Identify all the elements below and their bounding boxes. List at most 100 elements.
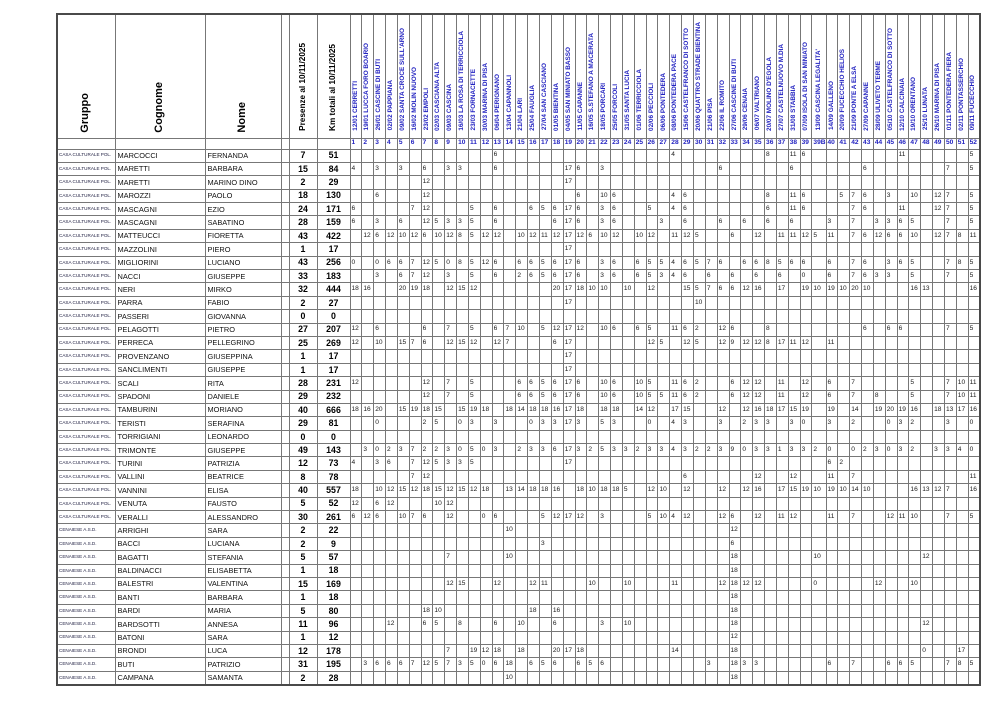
km-value-cell (967, 335, 981, 351)
km-value-cell (527, 349, 540, 364)
km-value-cell: 12 (479, 643, 493, 659)
spacer-cell (280, 362, 290, 378)
km-value-cell (396, 362, 410, 378)
km-value-cell (598, 309, 612, 324)
km-value-cell (943, 670, 957, 686)
km-value-cell (837, 376, 851, 391)
km-value-cell (657, 148, 671, 163)
km-value-cell (669, 617, 683, 632)
km-value-cell: 7 (704, 255, 718, 271)
km-value-cell (420, 349, 434, 364)
km-value-cell (610, 563, 623, 579)
km-value-cell: 3 (610, 443, 623, 458)
km-value-cell (932, 242, 945, 257)
km-value-cell (837, 228, 851, 244)
surname-cell: BALDINACCI (114, 563, 206, 579)
km-value-cell (396, 630, 410, 645)
number-row-blank (114, 137, 206, 150)
km-value-cell (432, 469, 446, 485)
km-value-cell (728, 188, 742, 204)
km-value-cell: 11 (787, 228, 801, 244)
km-value-cell: 6 (574, 215, 588, 230)
event-column-header: 20/07 MOLINO D'EGOLA (764, 13, 777, 139)
km-value-cell (396, 617, 410, 632)
km-value-cell (621, 148, 635, 163)
km-value-cell: 6 (491, 215, 505, 230)
km-value-cell (396, 309, 410, 324)
km-value-cell (884, 456, 898, 471)
km-value-cell (657, 603, 671, 619)
km-value-cell (932, 670, 945, 686)
km-value-cell (621, 630, 635, 645)
km-value-cell: 8 (764, 255, 777, 271)
km-value-cell (775, 242, 789, 257)
km-total-cell: 171 (316, 202, 351, 217)
presenze-cell: 40 (288, 402, 318, 418)
km-value-cell (361, 523, 375, 538)
km-value-cell (385, 335, 398, 351)
km-value-cell (479, 161, 493, 177)
km-value-cell: 3 (598, 215, 612, 230)
km-value-cell (837, 523, 851, 538)
km-value-cell: 10 (633, 228, 647, 244)
km-value-cell: 12 (716, 510, 730, 525)
km-value-cell (728, 416, 742, 431)
group-cell: CASA CULTURALE POL. (56, 402, 116, 418)
km-value-cell (861, 590, 874, 605)
km-value-cell (920, 456, 934, 471)
event-column-header-label: 14/09 GALLENO (827, 81, 835, 131)
km-value-cell (491, 483, 505, 498)
km-value-cell (681, 295, 694, 311)
km-value-cell: 7 (444, 550, 458, 565)
km-value-cell: 7 (849, 389, 863, 404)
km-value-cell (633, 349, 647, 364)
km-value-cell: 12 (740, 335, 754, 351)
surname-cell: VERALLI (114, 510, 206, 525)
km-value-cell (598, 603, 612, 619)
km-value-cell (657, 576, 671, 592)
km-value-cell (861, 389, 874, 404)
km-value-cell: 2 (908, 416, 922, 431)
km-value-cell: 18 (598, 483, 612, 498)
km-value-cell: 18 (420, 603, 434, 619)
km-value-cell (920, 416, 934, 431)
event-number: 45 (884, 137, 898, 150)
km-value-cell: 12 (444, 335, 458, 351)
km-value-cell (764, 269, 777, 284)
km-value-cell (775, 657, 789, 672)
km-value-cell (385, 322, 398, 337)
km-value-cell (550, 148, 564, 163)
km-value-cell (764, 670, 777, 686)
km-value-cell (704, 429, 718, 445)
km-value-cell (598, 295, 612, 311)
table-row: CASA CULTURALE POL. MARETTI MARINO DINO 2 29… (56, 175, 981, 190)
km-value-cell (837, 335, 851, 351)
km-value-cell (716, 590, 730, 605)
km-value-cell (908, 536, 922, 552)
km-value-cell (574, 670, 588, 686)
km-value-cell: 0 (849, 443, 863, 458)
event-column-header: 15/06 CASTELFRANCO DI SOTTO (681, 13, 694, 139)
km-value-cell (811, 175, 827, 190)
km-value-cell (740, 630, 754, 645)
km-value-cell (704, 510, 718, 525)
group-cell: CASA CULTURALE POL. (56, 376, 116, 391)
km-value-cell: 4 (669, 269, 683, 284)
km-value-cell: 15 (396, 402, 410, 418)
km-value-cell (704, 563, 718, 579)
km-value-cell: 18 (527, 603, 540, 619)
km-value-cell (621, 349, 635, 364)
spacer-cell (280, 483, 290, 498)
km-value-cell (432, 148, 446, 163)
km-value-cell (896, 550, 910, 565)
km-value-cell (515, 242, 529, 257)
km-value-cell (361, 376, 375, 391)
km-value-cell (967, 496, 981, 512)
km-value-cell: 6 (787, 255, 801, 271)
km-value-cell (515, 295, 529, 311)
km-value-cell (456, 349, 469, 364)
km-total-cell: 12 (316, 630, 351, 645)
km-value-cell (349, 309, 363, 324)
km-value-cell (621, 456, 635, 471)
km-value-cell (633, 148, 647, 163)
